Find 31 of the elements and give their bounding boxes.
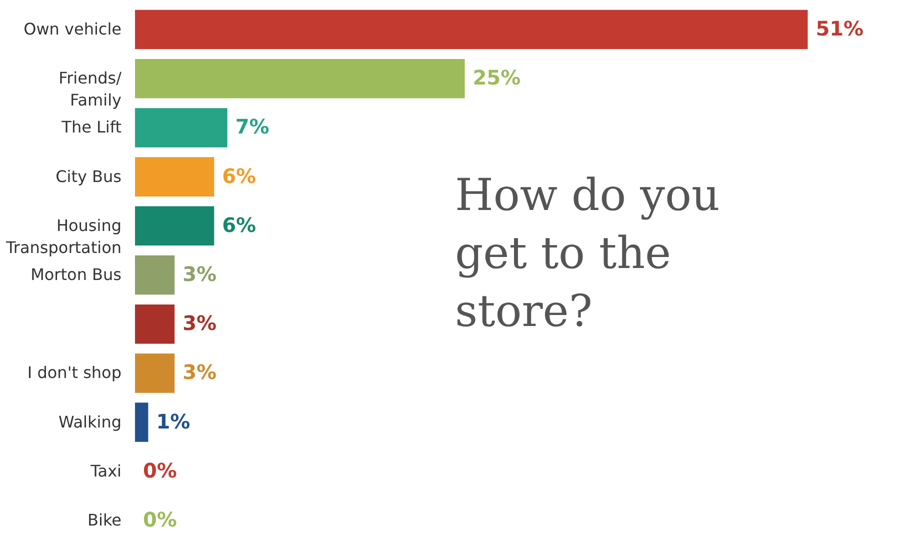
y-tick-label: Own vehicle: [24, 20, 122, 39]
bar: [135, 108, 228, 148]
y-tick-label: Morton Bus: [30, 265, 122, 284]
y-tick-label: The Lift: [60, 118, 122, 137]
data-label: 25%: [472, 66, 521, 90]
bar: [135, 206, 214, 246]
data-label: 0%: [143, 507, 177, 532]
bar: [135, 255, 175, 295]
bar: [135, 354, 175, 393]
data-label: 0%: [143, 458, 177, 482]
y-tick-label: City Bus: [56, 166, 122, 186]
y-tick-label: Friends/ Family: [58, 68, 122, 110]
data-label: 51%: [816, 16, 864, 41]
y-tick-label: Housing Transportation: [4, 216, 122, 257]
bar: [135, 10, 808, 50]
bar: [135, 59, 465, 98]
data-label: 6%: [222, 212, 256, 237]
data-label: 3%: [182, 262, 217, 286]
y-tick-label: Bike: [88, 510, 122, 530]
bar: [135, 402, 148, 442]
y-tick-label: Taxi: [90, 461, 122, 480]
y-tick-label: Walking: [58, 412, 122, 432]
data-label: 7%: [235, 114, 270, 139]
data-label: 3%: [182, 360, 217, 384]
bar: [135, 304, 175, 344]
data-label: 6%: [222, 164, 256, 188]
data-label: 3%: [182, 311, 217, 336]
bar: [135, 157, 214, 196]
y-tick-label: I don't shop: [27, 363, 122, 382]
data-label: 1%: [156, 409, 190, 434]
text: How do you get to the store?: [455, 170, 720, 337]
